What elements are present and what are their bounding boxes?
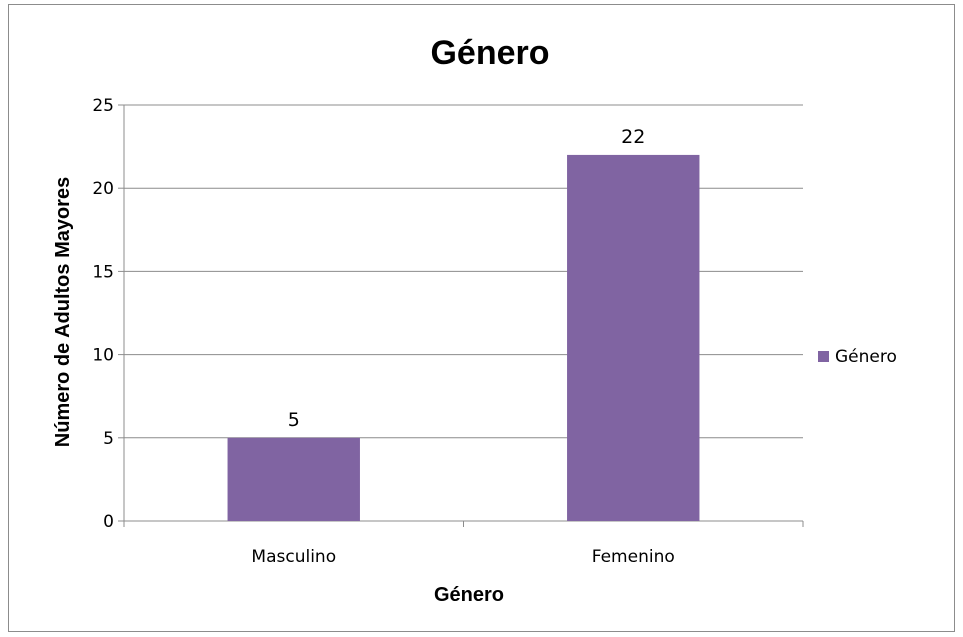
x-tick-labels: Masculino Femenino xyxy=(251,547,674,567)
bar xyxy=(227,437,360,521)
gridlines xyxy=(118,104,804,527)
bars xyxy=(227,154,700,522)
y-tick-label: 20 xyxy=(92,179,114,199)
chart-title: Género xyxy=(430,34,549,72)
chart-frame xyxy=(8,4,955,632)
y-tick-label: 5 xyxy=(103,429,114,449)
x-tick-label: Femenino xyxy=(592,547,675,567)
y-tick-labels: 0 5 10 15 20 25 xyxy=(92,96,114,532)
legend-swatch xyxy=(818,351,829,362)
legend: Género xyxy=(818,347,897,367)
y-axis-title: Número de Adultos Mayores xyxy=(52,177,74,447)
y-tick-label: 0 xyxy=(103,512,114,532)
x-tick-label: Masculino xyxy=(251,547,336,567)
legend-label: Género xyxy=(835,347,897,367)
data-label: 22 xyxy=(621,126,645,148)
y-tick-label: 15 xyxy=(92,262,114,282)
y-tick-label: 10 xyxy=(92,346,114,366)
bar xyxy=(567,154,700,522)
y-tick-label: 25 xyxy=(92,96,114,116)
data-label: 5 xyxy=(288,409,300,431)
x-axis-title: Género xyxy=(434,584,504,606)
data-labels: 5 22 xyxy=(288,126,646,431)
